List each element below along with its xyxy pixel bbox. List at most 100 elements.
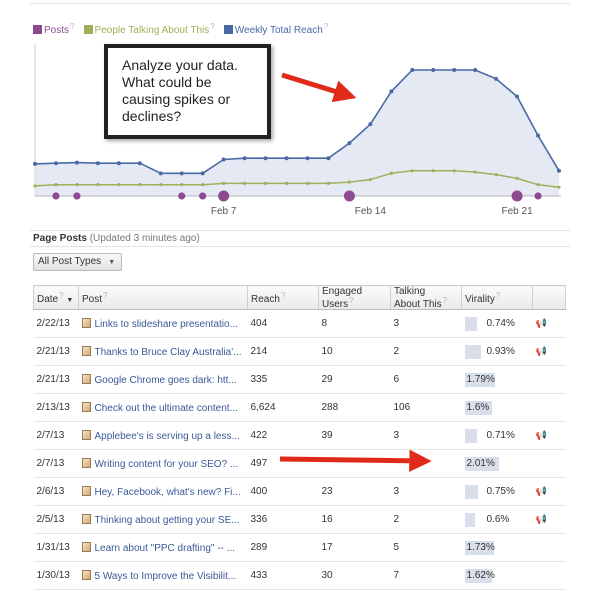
post-reach[interactable]: 289 — [247, 533, 319, 562]
talking-point — [326, 181, 331, 185]
post-message-link[interactable]: Thanks to Bruce Clay Australia'... — [94, 346, 242, 358]
post-talking-about[interactable]: 3 — [390, 477, 462, 506]
post-message-link[interactable]: Learn about "PPC drafting" -- ... — [94, 542, 236, 554]
talking-point — [159, 183, 163, 187]
column-header-virality[interactable]: Virality? — [461, 285, 533, 310]
table-row[interactable]: 2/5/13 Thinking about getting your SE... 3… — [33, 505, 566, 534]
x-tick-label: Feb 21 — [502, 206, 534, 217]
talking-point — [201, 183, 205, 187]
table-row[interactable]: 2/13/13 Check out the ultimate content...… — [33, 393, 566, 422]
post-engaged-users[interactable] — [318, 449, 391, 478]
column-header-talking[interactable]: Talking About This? — [390, 285, 462, 310]
post-message-link[interactable]: Google Chrome goes dark: htt... — [94, 374, 237, 386]
post-engaged-users[interactable]: 288 — [318, 393, 391, 422]
legend-reach[interactable]: Weekly Total Reach? — [223, 22, 329, 36]
post-cell[interactable]: 5 Ways to Improve the Visibilit... — [78, 561, 248, 590]
post-engaged-users[interactable]: 29 — [318, 365, 391, 394]
table-row[interactable]: 2/22/13 Links to slideshare presentatio..… — [33, 309, 566, 338]
post-talking-about[interactable]: 2 — [390, 505, 462, 534]
post-message-link[interactable]: Writing content for your SEO? ... — [94, 458, 239, 470]
post-reach[interactable]: 400 — [247, 477, 319, 506]
megaphone-icon[interactable]: 📢 — [535, 486, 547, 496]
post-cell[interactable]: Check out the ultimate content... — [78, 393, 248, 422]
help-icon[interactable]: ? — [280, 291, 286, 300]
post-talking-about[interactable]: 2 — [390, 337, 462, 366]
post-reach[interactable]: 422 — [247, 421, 319, 450]
post-type-icon — [81, 457, 91, 468]
post-cell[interactable]: Learn about "PPC drafting" -- ... — [78, 533, 248, 562]
post-talking-about[interactable] — [390, 449, 462, 478]
help-icon[interactable]: ? — [349, 295, 354, 305]
help-icon[interactable]: ? — [495, 291, 501, 300]
help-icon[interactable]: ? — [103, 291, 108, 300]
post-engaged-users[interactable]: 23 — [318, 477, 391, 506]
megaphone-icon[interactable]: 📢 — [535, 514, 547, 524]
post-marker — [199, 192, 207, 200]
post-cell[interactable]: Applebee's is serving up a less... — [78, 421, 248, 450]
virality-bar-wrap: 0.71% — [464, 428, 530, 443]
post-reach[interactable]: 433 — [247, 561, 319, 590]
help-icon[interactable]: ? — [59, 290, 64, 300]
table-row[interactable]: 2/21/13 Thanks to Bruce Clay Australia'..… — [33, 337, 566, 366]
post-engaged-users[interactable]: 30 — [318, 561, 391, 590]
table-row[interactable]: 1/30/13 5 Ways to Improve the Visibilit..… — [33, 561, 566, 590]
post-reach[interactable]: 404 — [247, 309, 319, 338]
post-talking-about[interactable]: 3 — [390, 309, 462, 338]
post-cell[interactable]: Hey, Facebook, what's new? Fi... — [78, 477, 248, 506]
column-header-date[interactable]: Date? ▼ — [33, 285, 79, 310]
post-talking-about[interactable]: 106 — [390, 393, 462, 422]
post-reach[interactable]: 335 — [247, 365, 319, 394]
table-row[interactable]: 2/21/13 Google Chrome goes dark: htt... 33… — [33, 365, 566, 394]
column-header-engaged[interactable]: Engaged Users? — [318, 285, 391, 310]
post-message-link[interactable]: Links to slideshare presentatio... — [94, 318, 238, 330]
post-reach[interactable]: 214 — [247, 337, 319, 366]
column-header-actions — [532, 285, 566, 310]
help-icon[interactable]: ? — [210, 22, 215, 31]
megaphone-icon[interactable]: 📢 — [535, 346, 547, 356]
post-header-label: Post — [82, 294, 103, 305]
help-icon[interactable]: ? — [442, 295, 448, 305]
post-engaged-users[interactable]: 8 — [318, 309, 391, 338]
post-engaged-users[interactable]: 17 — [318, 533, 391, 562]
post-talking-about[interactable]: 3 — [390, 421, 462, 450]
post-talking-about[interactable]: 7 — [390, 561, 462, 590]
post-talking-about[interactable]: 6 — [390, 365, 462, 394]
virality-bar — [464, 400, 492, 415]
post-message-link[interactable]: Applebee's is serving up a less... — [94, 430, 240, 442]
talking-point — [473, 170, 477, 174]
post-cell[interactable]: Thanks to Bruce Clay Australia'... — [78, 337, 248, 366]
help-icon[interactable]: ? — [323, 22, 329, 31]
megaphone-icon[interactable]: 📢 — [535, 318, 547, 328]
table-row[interactable]: 1/31/13 Learn about "PPC drafting" -- ...… — [33, 533, 566, 562]
post-reach[interactable]: 336 — [247, 505, 319, 534]
post-engaged-users[interactable]: 39 — [318, 421, 391, 450]
legend-posts[interactable]: Posts? — [33, 22, 74, 36]
post-cell[interactable]: Google Chrome goes dark: htt... — [78, 365, 248, 394]
post-cell[interactable]: Links to slideshare presentatio... — [78, 309, 248, 338]
table-row[interactable]: 2/7/13 Writing content for your SEO? ... 4… — [33, 449, 566, 478]
post-message-link[interactable]: Thinking about getting your SE... — [94, 514, 240, 526]
table-row[interactable]: 2/7/13 Applebee's is serving up a less...… — [33, 421, 566, 450]
post-message-link[interactable]: 5 Ways to Improve the Visibilit... — [94, 570, 237, 582]
post-engaged-users[interactable]: 16 — [318, 505, 391, 534]
talking-point — [368, 178, 372, 182]
post-talking-about[interactable]: 5 — [390, 533, 462, 562]
table-row[interactable]: 2/6/13 Hey, Facebook, what's new? Fi... 40… — [33, 477, 566, 506]
help-icon[interactable]: ? — [70, 22, 75, 31]
post-engaged-users[interactable]: 10 — [318, 337, 391, 366]
post-message-link[interactable]: Check out the ultimate content... — [94, 402, 238, 414]
post-cell[interactable]: Thinking about getting your SE... — [78, 505, 248, 534]
post-reach[interactable]: 6,624 — [247, 393, 319, 422]
reach-point — [221, 157, 226, 162]
date-header-label: Date — [37, 293, 59, 305]
legend-talking[interactable]: People Talking About This? — [83, 22, 215, 36]
post-reach[interactable]: 497 — [247, 449, 319, 478]
column-header-reach[interactable]: Reach? — [247, 285, 319, 310]
virality-bar — [464, 540, 494, 555]
post-message-link[interactable]: Hey, Facebook, what's new? Fi... — [94, 486, 241, 498]
megaphone-icon[interactable]: 📢 — [535, 430, 547, 440]
post-type-filter[interactable]: All Post Types ▼ — [33, 253, 123, 271]
promote-cell: 📢 — [532, 309, 566, 338]
post-cell[interactable]: Writing content for your SEO? ... — [78, 449, 248, 478]
column-header-post[interactable]: Post? — [78, 285, 248, 310]
